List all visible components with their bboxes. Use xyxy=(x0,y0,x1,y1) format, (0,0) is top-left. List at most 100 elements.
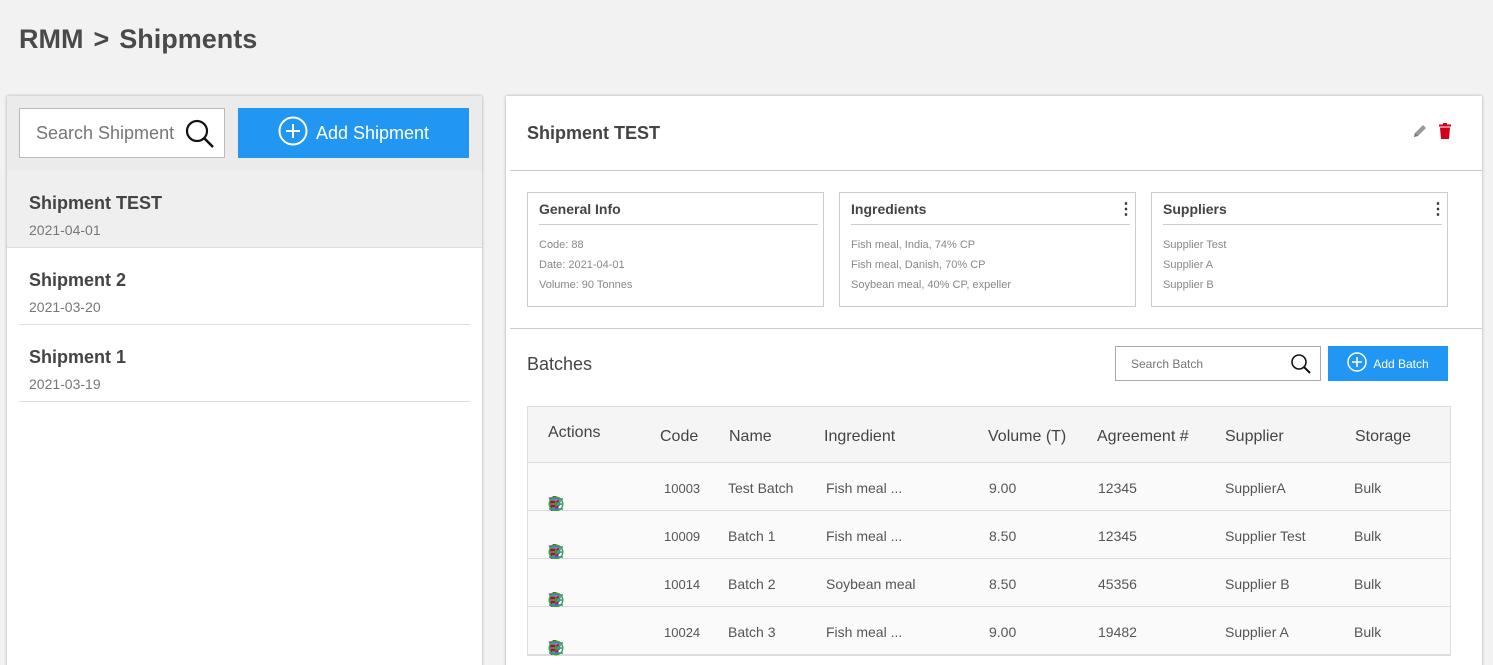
shipment-detail-panel: Shipment TEST General Info Code: 88 Date… xyxy=(506,96,1482,665)
shipment-list-item[interactable]: Shipment 1 2021-03-19 xyxy=(19,325,470,402)
card-title: General Info xyxy=(539,200,621,217)
column-header[interactable]: Agreement # xyxy=(1097,428,1189,445)
column-header[interactable]: Supplier xyxy=(1225,428,1284,445)
shipment-date: 2021-04-01 xyxy=(29,222,101,238)
column-header[interactable]: Code xyxy=(660,428,699,445)
cell-storage: Bulk xyxy=(1354,528,1382,544)
cell-name: Batch 2 xyxy=(728,576,776,592)
cell-storage: Bulk xyxy=(1354,624,1382,640)
cell-supplier: Supplier B xyxy=(1225,576,1290,592)
info-line: Code: 88 xyxy=(539,239,584,251)
info-line: Soybean meal, 40% CP, expeller xyxy=(851,279,1012,291)
breadcrumb-separator: > xyxy=(93,24,110,54)
cell-agreement: 12345 xyxy=(1098,480,1137,496)
shipment-name: Shipment 1 xyxy=(29,347,127,367)
general-info-card: General Info Code: 88 Date: 2021-04-01 V… xyxy=(527,192,824,307)
shipment-toolbar: Add Shipment xyxy=(7,96,482,171)
batch-search[interactable] xyxy=(1115,346,1321,381)
table-row[interactable]: 10024 Batch 3 Fish meal ... 9.00 19482 Suppli… xyxy=(528,607,1450,656)
breadcrumb-root[interactable]: RMM xyxy=(19,24,84,54)
plus-circle-icon[interactable] xyxy=(548,496,564,515)
table-row[interactable]: 10014 Batch 2 Soybean meal 8.50 45356 Supplie… xyxy=(528,559,1450,608)
pencil-icon[interactable] xyxy=(1412,123,1428,144)
plus-circle-icon[interactable] xyxy=(548,640,564,659)
card-title: Suppliers xyxy=(1163,200,1227,217)
plus-circle-icon[interactable] xyxy=(548,544,564,563)
cell-code: 10014 xyxy=(664,577,701,592)
cell-volume: 9.00 xyxy=(989,624,1017,640)
table-row[interactable]: 10009 Batch 1 Fish meal ... 8.50 12345 Suppli… xyxy=(528,511,1450,560)
cell-volume: 8.50 xyxy=(989,576,1017,592)
kebab-menu-icon[interactable]: ⋮ xyxy=(1430,200,1446,218)
card-header: General Info xyxy=(539,193,818,225)
cell-name: Test Batch xyxy=(728,480,794,496)
kebab-menu-icon[interactable]: ⋮ xyxy=(1118,200,1134,218)
table-row[interactable]: 10003 Test Batch Fish meal ... 9.00 12345 Sup… xyxy=(528,463,1450,512)
info-line: Fish meal, India, 74% CP xyxy=(851,239,976,251)
plus-circle-icon xyxy=(278,116,308,151)
column-header[interactable]: Ingredient xyxy=(824,428,896,445)
cell-agreement: 12345 xyxy=(1098,528,1137,544)
search-icon[interactable] xyxy=(184,118,216,155)
detail-actions xyxy=(1412,123,1452,144)
plus-circle-icon[interactable] xyxy=(548,592,564,611)
card-header: Suppliers ⋮ xyxy=(1163,193,1446,225)
detail-title: Shipment TEST xyxy=(527,123,661,143)
cell-supplier: Supplier Test xyxy=(1225,528,1306,544)
card-title: Ingredients xyxy=(851,200,927,217)
column-header[interactable]: Name xyxy=(729,428,772,445)
shipment-name: Shipment TEST xyxy=(29,193,163,213)
divider xyxy=(510,328,1482,329)
add-batch-label: Add Batch xyxy=(1373,356,1429,371)
shipment-list-item[interactable]: Shipment TEST 2021-04-01 xyxy=(7,171,482,248)
shipment-search-input[interactable] xyxy=(36,122,186,144)
add-shipment-button[interactable]: Add Shipment xyxy=(238,108,469,158)
cell-agreement: 19482 xyxy=(1098,624,1137,640)
cell-storage: Bulk xyxy=(1354,480,1382,496)
cell-code: 10009 xyxy=(664,529,701,544)
table-header: Actions Code Name Ingredient Volume (T) … xyxy=(528,407,1450,463)
cell-ingredient: Soybean meal xyxy=(826,576,916,592)
cell-name: Batch 3 xyxy=(728,624,776,640)
suppliers-card: Suppliers ⋮ Supplier Test Supplier A Sup… xyxy=(1151,192,1448,307)
plus-circle-icon xyxy=(1347,352,1368,375)
add-batch-button[interactable]: Add Batch xyxy=(1328,346,1448,381)
cell-agreement: 45356 xyxy=(1098,576,1137,592)
cell-supplier: SupplierA xyxy=(1225,480,1286,496)
cell-ingredient: Fish meal ... xyxy=(826,480,903,496)
shipment-list-item[interactable]: Shipment 2 2021-03-20 xyxy=(19,248,470,325)
column-header: Actions xyxy=(548,424,601,441)
breadcrumb: RMM > Shipments xyxy=(19,24,257,55)
batches-title: Batches xyxy=(527,354,593,374)
info-line: Supplier Test xyxy=(1163,239,1227,251)
info-line: Fish meal, Danish, 70% CP xyxy=(851,259,986,271)
info-line: Volume: 90 Tonnes xyxy=(539,279,633,291)
cell-volume: 9.00 xyxy=(989,480,1017,496)
ingredients-card: Ingredients ⋮ Fish meal, India, 74% CP F… xyxy=(839,192,1136,307)
batches-table: Actions Code Name Ingredient Volume (T) … xyxy=(527,406,1451,656)
column-header[interactable]: Storage xyxy=(1355,428,1412,445)
info-line: Date: 2021-04-01 xyxy=(539,259,625,271)
cell-supplier: Supplier A xyxy=(1225,624,1289,640)
cell-volume: 8.50 xyxy=(989,528,1017,544)
shipment-name: Shipment 2 xyxy=(29,270,127,290)
card-header: Ingredients ⋮ xyxy=(851,193,1134,225)
info-line: Supplier B xyxy=(1163,279,1214,291)
page-title: Shipments xyxy=(119,24,258,54)
batch-search-input[interactable] xyxy=(1131,356,1281,371)
cell-code: 10024 xyxy=(664,625,701,640)
cell-ingredient: Fish meal ... xyxy=(826,624,903,640)
trash-icon[interactable] xyxy=(1438,123,1452,144)
search-icon[interactable] xyxy=(1290,353,1312,380)
shipment-date: 2021-03-20 xyxy=(29,299,101,315)
cell-ingredient: Fish meal ... xyxy=(826,528,903,544)
cell-code: 10003 xyxy=(664,481,701,496)
shipment-list-panel: Add Shipment Shipment TEST 2021-04-01 Sh… xyxy=(7,96,482,665)
add-shipment-label: Add Shipment xyxy=(315,122,430,143)
cell-storage: Bulk xyxy=(1354,576,1382,592)
shipment-date: 2021-03-19 xyxy=(29,376,101,392)
cell-name: Batch 1 xyxy=(728,528,776,544)
column-header[interactable]: Volume (T) xyxy=(988,428,1067,445)
shipment-search[interactable] xyxy=(19,108,225,158)
divider xyxy=(510,170,1482,171)
